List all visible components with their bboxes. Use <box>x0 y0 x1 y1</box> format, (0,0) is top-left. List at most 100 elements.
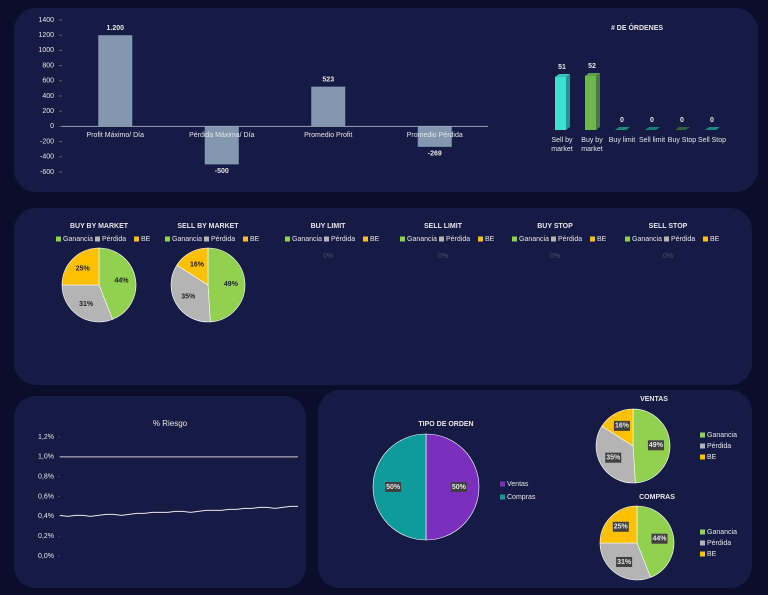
pie-slice <box>61 247 100 286</box>
data-label: 0 <box>680 117 684 124</box>
label-bg <box>651 533 668 544</box>
y-tick-label: 0,0% <box>38 553 54 560</box>
data-label: 49% <box>224 281 239 288</box>
data-label: 0% <box>323 253 333 260</box>
legend-swatch <box>512 236 517 242</box>
bar <box>555 77 566 130</box>
data-label: 25% <box>614 524 629 531</box>
chart-title: VENTAS <box>640 396 668 403</box>
legend-label: BE <box>250 236 260 243</box>
label-bg <box>612 521 629 532</box>
data-label: 35% <box>181 294 196 301</box>
y-tick-label: 1400 <box>38 17 54 24</box>
legend-label: Pérdida <box>211 236 235 243</box>
chart-title: SELL LIMIT <box>424 223 463 230</box>
data-label: 0% <box>323 253 333 260</box>
bar-side <box>566 74 570 130</box>
legend-label: Ganancia <box>519 236 549 243</box>
y-tick-label: 0,2% <box>38 533 54 540</box>
label-bg <box>385 482 402 492</box>
x-tick-label: Sell limit <box>638 137 666 144</box>
y-tick-label: 200 <box>42 108 54 115</box>
chart-title: SELL BY MARKET <box>177 223 239 230</box>
legend-swatch <box>664 236 669 242</box>
label-box: Sell Stop <box>698 137 726 144</box>
bar-top <box>615 127 630 130</box>
y-tick-label: -200 <box>40 138 54 145</box>
bar-top <box>555 74 570 78</box>
pie-slice <box>176 247 209 286</box>
y-tick-label: -600 <box>40 169 54 176</box>
data-label: 0% <box>550 253 560 260</box>
data-label: 16% <box>190 262 205 269</box>
data-label: 0% <box>323 253 333 260</box>
x-tick-label: Buy Stop <box>667 137 697 144</box>
data-label: 16% <box>615 423 630 430</box>
pie-slice <box>98 247 137 320</box>
legend-label: Ganancia <box>407 236 437 243</box>
chart-title: COMPRAS <box>639 494 675 501</box>
chart-title: TIPO DE ORDEN <box>418 421 473 428</box>
data-label: 523 <box>322 76 334 83</box>
y-tick-label: 400 <box>42 93 54 100</box>
legend-swatch <box>134 236 139 242</box>
x-tick-label: Sell by market <box>551 137 573 153</box>
label-box: Buy by market <box>581 137 603 153</box>
legend-swatch <box>500 481 505 487</box>
label-bg <box>605 452 622 463</box>
data-label: 0 <box>620 117 624 124</box>
x-tick-label: Pérdida Máxima/ Día <box>189 132 254 139</box>
y-tick-label: -400 <box>40 154 54 161</box>
data-label: -500 <box>215 168 229 175</box>
legend-label: Ventas <box>507 481 529 488</box>
label-bg <box>616 556 633 567</box>
legend-swatch <box>551 236 556 242</box>
label-bg <box>613 420 630 431</box>
y-tick-label: 600 <box>42 78 54 85</box>
data-label: -269 <box>428 151 442 158</box>
data-label: 51 <box>558 64 566 71</box>
legend-swatch <box>500 494 505 500</box>
legend-label: Ganancia <box>172 236 202 243</box>
legend-label: BE <box>707 454 717 461</box>
legend-label: Pérdida <box>331 236 355 243</box>
legend-swatch <box>324 236 329 242</box>
data-label: 0% <box>663 253 673 260</box>
data-label: 1.200 <box>106 25 124 32</box>
bar-side <box>596 73 600 130</box>
y-tick-label: 0,6% <box>38 493 54 500</box>
data-label: 49% <box>649 442 664 449</box>
chart-title: BUY BY MARKET <box>70 223 129 230</box>
label-bg <box>647 440 664 451</box>
legend-swatch <box>243 236 248 242</box>
legend-label: Pérdida <box>102 236 126 243</box>
pie-slice <box>170 264 211 323</box>
legend-swatch <box>703 236 708 242</box>
legend-swatch <box>625 236 630 242</box>
legend-swatch <box>700 432 705 438</box>
legend-label: Pérdida <box>446 236 470 243</box>
data-label: 0 <box>710 117 714 124</box>
legend-label: Compras <box>507 494 536 501</box>
legend-label: BE <box>370 236 380 243</box>
legend-label: Ganancia <box>707 529 737 536</box>
legend-label: BE <box>485 236 495 243</box>
legend-swatch <box>478 236 483 242</box>
data-label: 31% <box>79 301 94 308</box>
legend-label: Pérdida <box>671 236 695 243</box>
y-tick-label: 1200 <box>38 32 54 39</box>
x-tick-label: Buy by market <box>581 137 603 153</box>
legend-label: Pérdida <box>707 443 731 450</box>
legend-label: Ganancia <box>632 236 662 243</box>
legend-label: BE <box>707 551 717 558</box>
legend-swatch <box>700 540 705 546</box>
legend-swatch <box>700 551 705 557</box>
data-label: 25% <box>76 266 91 273</box>
data-label: 0% <box>550 253 560 260</box>
legend-swatch <box>439 236 444 242</box>
data-label: 50% <box>452 484 467 491</box>
data-label: 44% <box>653 536 668 543</box>
pie-slice <box>61 284 114 323</box>
